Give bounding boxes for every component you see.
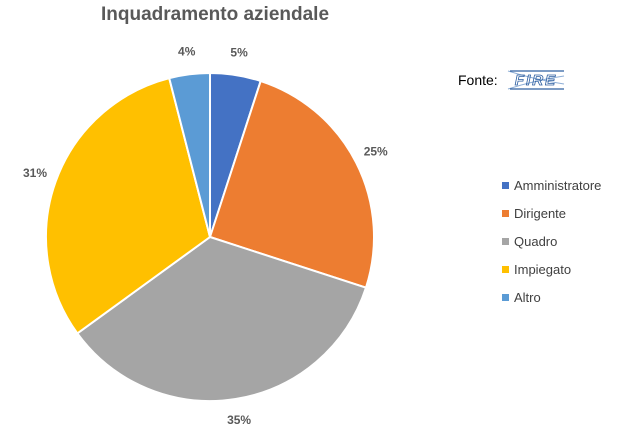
legend-swatch-dirigente [502, 209, 509, 217]
legend-label-quadro: Quadro [514, 233, 558, 249]
source-label: Fonte: [458, 72, 498, 88]
source-attribution: Fonte: FIRE [458, 68, 568, 92]
legend-item-quadro: Quadro [502, 227, 601, 255]
data-label-impiegato: 31% [23, 166, 47, 180]
legend-label-impiegato: Impiegato [514, 261, 572, 277]
data-label-dirigente: 25% [364, 145, 388, 159]
pie-slice-impiegato [45, 76, 212, 335]
data-label-quadro: 35% [227, 413, 251, 427]
data-label-amministratore: 5% [230, 45, 248, 59]
chart-legend: Amministratore Dirigente Quadro Impiegat… [502, 171, 601, 311]
pie-slices [45, 71, 375, 402]
pie-slice-dirigente [208, 79, 375, 289]
pie-data-labels: 5% 25% 35% 31% 4% [23, 45, 388, 427]
legend-swatch-quadro [502, 237, 509, 245]
pie-slice-altro [167, 71, 211, 238]
fire-logo: FIRE [507, 70, 564, 90]
pie-chart: 5% 25% 35% 31% 4% [23, 45, 388, 427]
legend-swatch-amministratore [502, 181, 509, 189]
legend-item-impiegato: Impiegato [502, 255, 601, 283]
legend-swatch-altro [502, 293, 509, 301]
chart-title: Inquadramento aziendale [100, 4, 330, 25]
legend-label-amministratore: Amministratore [514, 177, 602, 193]
legend-label-altro: Altro [514, 289, 541, 305]
legend-item-dirigente: Dirigente [502, 199, 601, 227]
svg-text:FIRE: FIRE [515, 72, 557, 89]
legend-swatch-impiegato [502, 265, 509, 273]
data-label-altro: 4% [178, 45, 196, 59]
legend-item-altro: Altro [502, 283, 601, 311]
legend-label-dirigente: Dirigente [514, 205, 567, 221]
pie-slice-quadro [75, 235, 368, 402]
legend-item-amministratore: Amministratore [502, 171, 601, 199]
